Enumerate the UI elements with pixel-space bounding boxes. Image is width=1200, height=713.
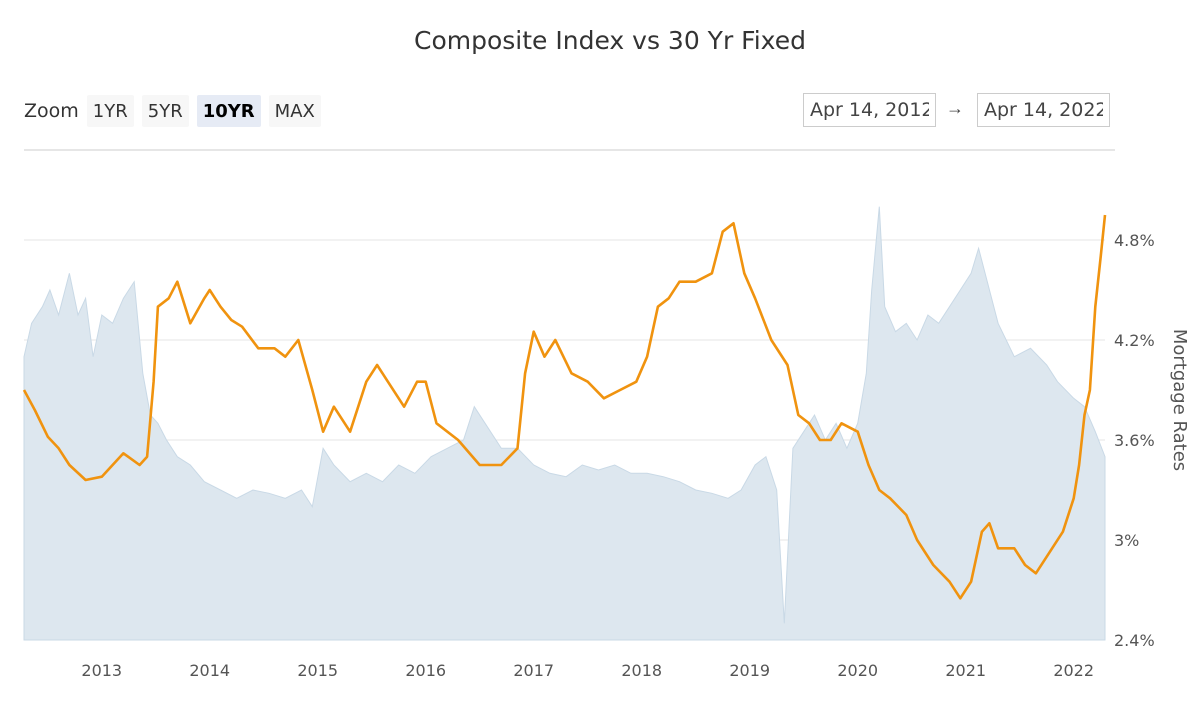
range-to-input[interactable] — [977, 93, 1110, 127]
zoom-1yr-button[interactable]: 1YR — [86, 95, 134, 127]
y-tick-label-1: 3% — [1114, 531, 1139, 550]
x-tick-label-2014: 2014 — [189, 661, 230, 680]
zoom-bar: Zoom 1YR 5YR 10YR MAX — [24, 94, 329, 128]
x-tick-label-2015: 2015 — [297, 661, 338, 680]
y-axis-title: Mortgage Rates — [1169, 329, 1190, 471]
zoom-5yr-button[interactable]: 5YR — [141, 95, 189, 127]
chart-title: Composite Index vs 30 Yr Fixed — [414, 26, 806, 55]
x-tick-label-2021: 2021 — [945, 661, 986, 680]
y-tick-label-0: 2.4% — [1114, 631, 1155, 650]
zoom-max-button[interactable]: MAX — [268, 95, 321, 127]
range-from-input[interactable] — [803, 93, 936, 127]
x-tick-label-2022: 2022 — [1053, 661, 1094, 680]
y-tick-label-2: 3.6% — [1114, 431, 1155, 450]
x-tick-label-2013: 2013 — [81, 661, 122, 680]
range-arrow: → — [946, 98, 964, 118]
rate-line-30yr-fixed — [22, 214, 1107, 600]
x-tick-label-2018: 2018 — [621, 661, 662, 680]
x-tick-label-2017: 2017 — [513, 661, 554, 680]
zoom-10yr-button[interactable]: 10YR — [196, 95, 261, 127]
x-tick-label-2019: 2019 — [729, 661, 770, 680]
x-tick-label-2016: 2016 — [405, 661, 446, 680]
zoom-label: Zoom — [24, 100, 79, 122]
x-tick-label-2020: 2020 — [837, 661, 878, 680]
y-tick-label-4: 4.8% — [1114, 231, 1155, 250]
y-tick-label-3: 4.2% — [1114, 331, 1155, 350]
